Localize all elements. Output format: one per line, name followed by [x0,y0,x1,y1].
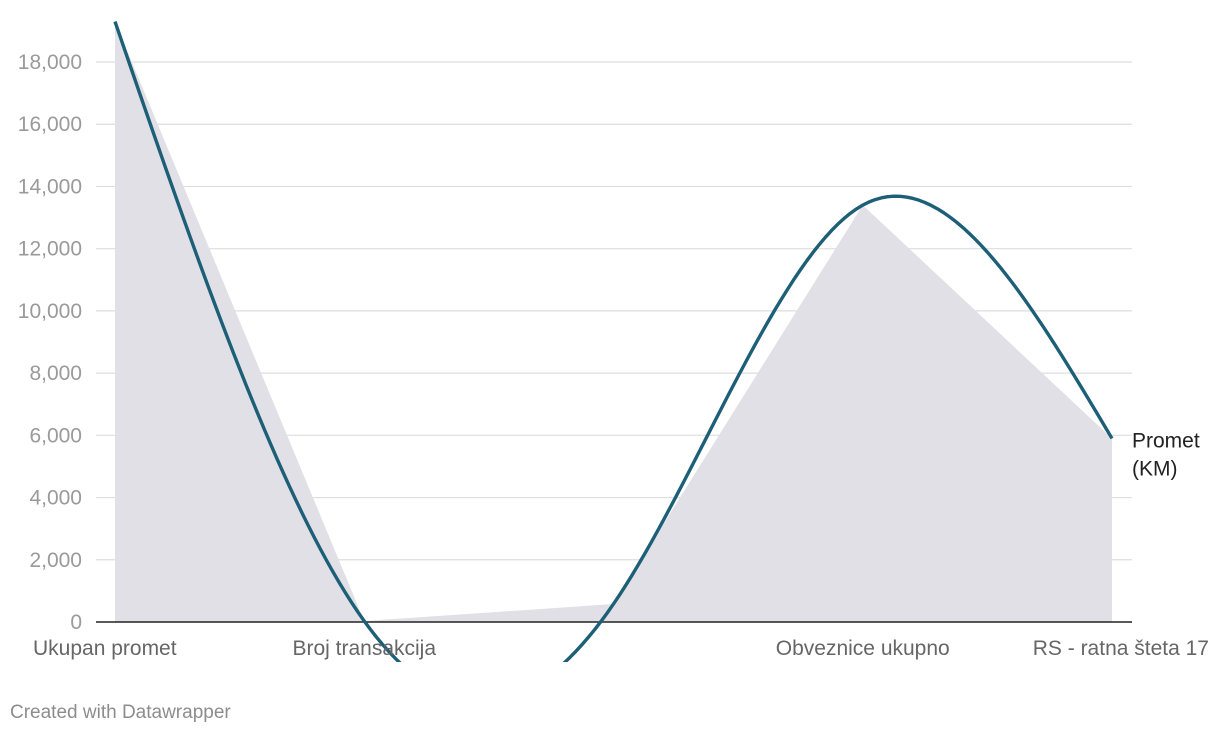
y-tick-label: 18,000 [18,51,82,74]
y-tick-label: 0 [70,611,82,634]
series-lines [113,21,1114,662]
y-tick-label: 10,000 [18,300,82,323]
area-shape [115,21,1112,623]
x-axis-ticks: Ukupan promet Broj transakcija Obveznice u… [33,637,1209,660]
y-tick-label: 14,000 [18,175,82,198]
y-tick-label: 6,000 [29,424,82,447]
y-axis-ticks: 0 2,000 4,000 6,000 8,000 10,000 12,000 14,000 1… [18,51,82,634]
area-fill [115,21,1112,623]
x-tick-label: Broj transakcija [292,637,436,660]
series-label-line: Promet [1132,429,1200,452]
x-tick-label: Ukupan promet [33,637,177,660]
y-tick-label: 2,000 [29,549,82,572]
x-tick-label: Obveznice ukupno [776,637,950,660]
series-label-line: (KM) [1132,457,1178,480]
x-tick-label: RS - ratna šteta 17 [1033,637,1209,660]
y-tick-label: 12,000 [18,238,82,261]
y-tick-label: 8,000 [29,362,82,385]
y-tick-label: 4,000 [29,487,82,510]
series-label: Promet (KM) [1132,429,1200,480]
credit-text: Created with Datawrapper [10,702,231,723]
y-tick-label: 16,000 [18,113,82,136]
series-line [113,21,1114,662]
